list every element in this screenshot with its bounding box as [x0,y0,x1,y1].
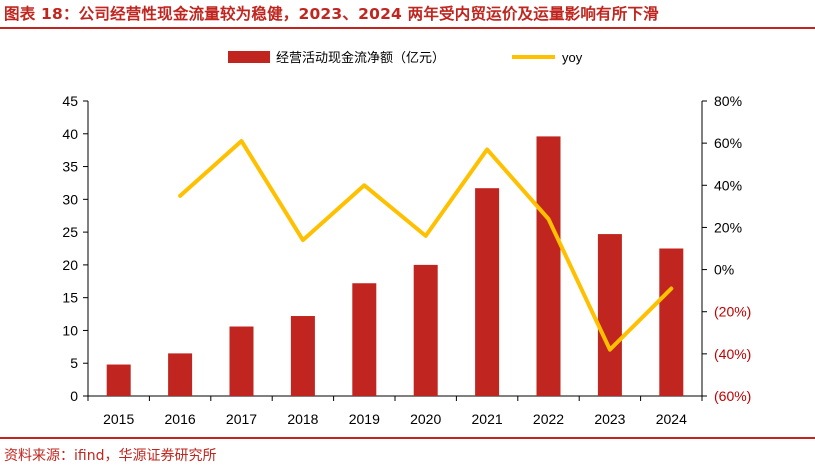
yoy-point-2017 [240,140,243,142]
bar-2021 [475,188,500,396]
bar-2015 [106,364,131,396]
x-tick-label: 2023 [594,411,625,427]
tick-labels: 0 5 10 15 20 25 30 35 40 45 (60%) (40%) (20%) 0% 20% 40… [62,93,751,427]
bar-2016 [168,353,193,396]
legend: 经营活动现金流净额（亿元） yoy [228,50,583,65]
source-note: 资料来源：ifind，华源证券研究所 [4,448,217,464]
title-rule [0,27,815,29]
bar-2017 [229,326,254,396]
yoy-point-2023 [609,349,611,351]
y-left-tick-label: 30 [62,191,78,207]
yoy-point-2022 [547,218,550,220]
x-tick-label: 2018 [287,411,318,427]
bar-2022 [536,136,561,396]
x-tick-label: 2015 [103,411,134,427]
y-right-tick-label: 20% [714,219,742,235]
footer-rule [0,437,815,439]
yoy-point-2021 [486,148,488,151]
chart-title: 图表 18：公司经营性现金流量较为稳健，2023、2024 两年受内贸运价及运量… [4,5,659,23]
y-left-tick-label: 0 [70,388,78,404]
x-tick-label: 2021 [472,411,503,427]
y-left-tick-label: 35 [62,159,78,175]
yoy-point-2024 [670,287,672,290]
y-left-tick-label: 5 [70,355,78,371]
bar-2018 [290,316,315,396]
bar-2024 [659,248,684,396]
legend-swatch-bar [228,51,270,63]
x-tick-label: 2024 [656,411,687,427]
y-left-tick-label: 10 [62,322,78,338]
y-left-tick-label: 40 [62,126,78,142]
y-right-tick-label: 60% [714,135,742,151]
y-right-tick-label: 0% [714,262,734,278]
bar-2023 [597,234,622,396]
y-right-tick-label: (60%) [714,388,751,404]
bar-2019 [352,283,377,396]
x-tick-label: 2016 [165,411,196,427]
y-right-tick-label: 80% [714,93,742,109]
y-left-tick-label: 25 [62,224,78,240]
y-left-tick-label: 20 [62,257,78,273]
yoy-line-group [178,139,674,352]
y-left-tick-label: 45 [62,93,78,109]
yoy-point-2019 [363,184,365,186]
legend-label-line: yoy [562,50,583,65]
yoy-point-2016 [179,195,181,197]
x-tick-label: 2017 [226,411,257,427]
x-tick-label: 2019 [349,411,380,427]
yoy-point-2020 [425,235,427,237]
yoy-point-2018 [302,239,304,241]
x-tick-label: 2022 [533,411,564,427]
y-right-tick-label: (20%) [714,304,751,320]
y-left-tick-label: 15 [62,290,78,306]
y-right-tick-label: 40% [714,177,742,193]
legend-label-bar: 经营活动现金流净额（亿元） [276,50,445,65]
bar-2020 [413,264,438,396]
bars [106,136,684,396]
y-right-tick-label: (40%) [714,346,751,362]
x-tick-label: 2020 [410,411,441,427]
